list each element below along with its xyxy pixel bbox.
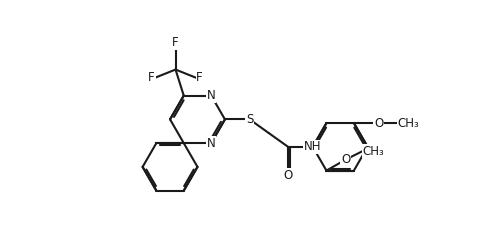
Text: O: O <box>341 153 350 166</box>
Text: N: N <box>207 89 216 102</box>
Text: F: F <box>172 36 179 49</box>
Text: O: O <box>374 117 383 130</box>
Text: NH: NH <box>304 140 322 153</box>
Text: N: N <box>207 137 216 150</box>
Text: S: S <box>246 113 253 126</box>
Text: CH₃: CH₃ <box>362 145 384 158</box>
Text: F: F <box>148 71 155 84</box>
Text: F: F <box>196 71 203 84</box>
Text: CH₃: CH₃ <box>398 117 419 130</box>
Text: O: O <box>283 169 293 182</box>
